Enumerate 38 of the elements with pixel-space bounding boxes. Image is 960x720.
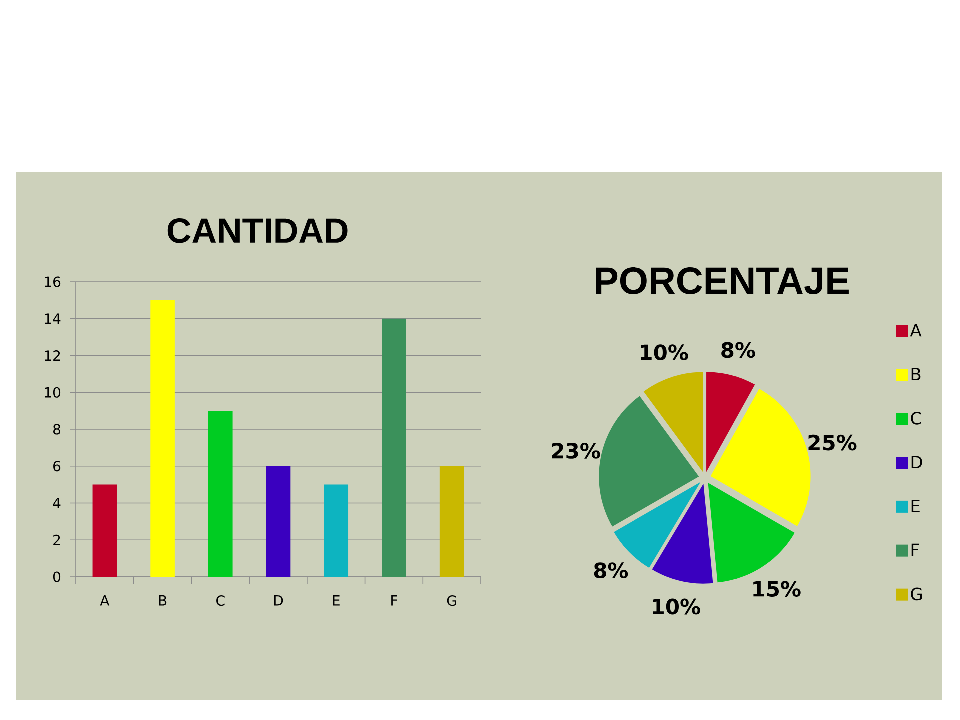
data-label: 10%	[653, 598, 700, 615]
data-label: 23%	[552, 443, 600, 459]
bar	[92, 484, 118, 577]
x-tick-label: D	[274, 596, 284, 606]
chart-title: PORCENTAJE	[596, 268, 849, 294]
legend-label: A	[910, 324, 922, 337]
y-tick-label: 16	[45, 276, 61, 288]
chart-title: CANTIDAD	[168, 218, 348, 244]
bar	[382, 318, 406, 577]
y-tick-label: 12	[45, 350, 60, 361]
y-tick-label: 10	[45, 387, 61, 398]
data-label: 15%	[754, 581, 801, 597]
y-tick-label: 2	[54, 534, 60, 546]
bar	[208, 411, 233, 577]
bar	[150, 300, 175, 577]
legend-label: E	[912, 500, 920, 512]
x-tick-label: C	[216, 596, 225, 606]
legend-label: D	[912, 456, 922, 468]
y-tick-label: 14	[45, 314, 61, 324]
bar	[440, 466, 464, 577]
x-tick-label: A	[100, 596, 110, 606]
data-label: 10%	[641, 344, 688, 361]
data-label: 25%	[808, 434, 857, 451]
data-label: 8%	[594, 562, 628, 579]
y-tick-label: 4	[53, 498, 61, 508]
x-tick-label: F	[392, 596, 398, 606]
y-tick-label: 8	[54, 424, 61, 435]
bar	[266, 466, 291, 577]
data-label: 8%	[722, 342, 756, 358]
x-tick-label: G	[447, 596, 456, 606]
x-tick-label: B	[159, 596, 167, 606]
y-tick-label: 0	[53, 572, 61, 582]
x-tick-label: E	[333, 596, 340, 606]
legend-label: C	[911, 412, 922, 425]
bar	[324, 484, 349, 577]
legend-label: B	[912, 368, 921, 380]
legend-label: F	[912, 544, 920, 556]
y-tick-label: 6	[54, 461, 61, 472]
